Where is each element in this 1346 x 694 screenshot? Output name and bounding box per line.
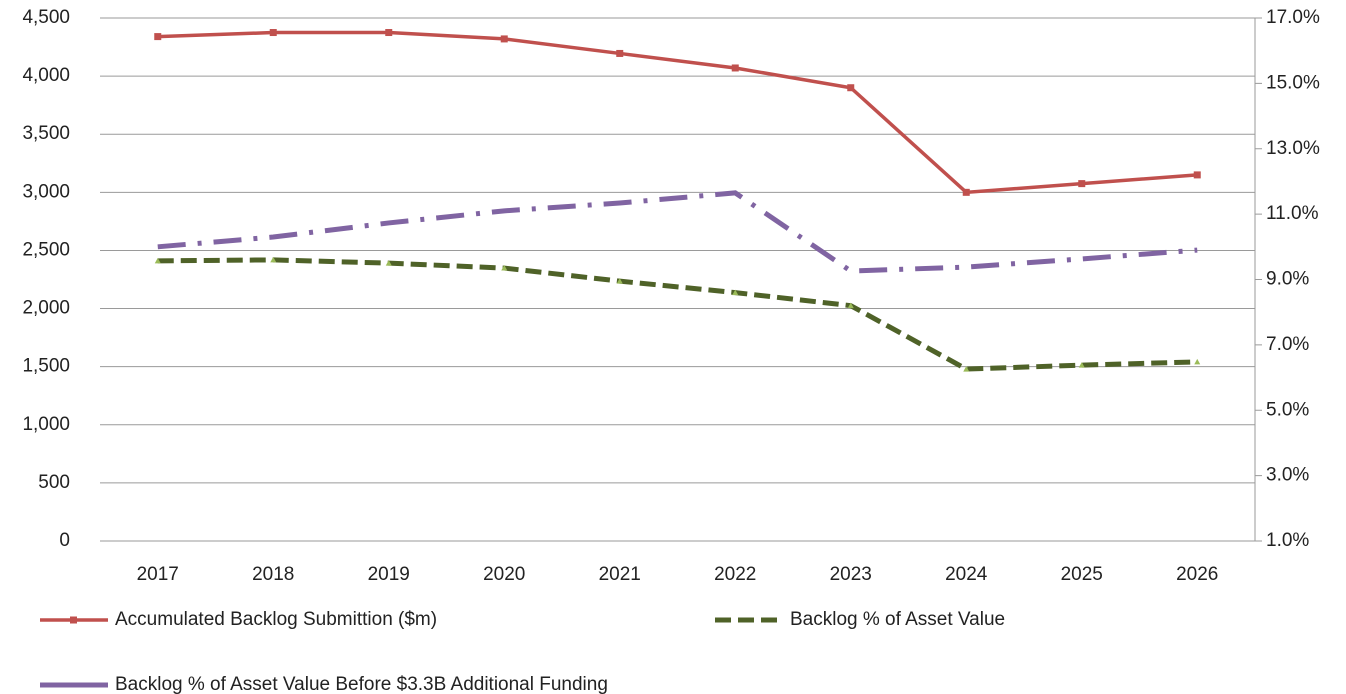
- legend-label: Backlog % of Asset Value Before $3.3B Ad…: [115, 674, 608, 694]
- point-marker: [732, 289, 739, 296]
- point-marker: [1193, 171, 1201, 179]
- point-marker: [1078, 362, 1085, 368]
- point-marker: [500, 35, 508, 43]
- point-marker: [1194, 358, 1201, 365]
- y-tick-label: 500: [38, 472, 70, 493]
- x-tick-label: 2017: [137, 564, 179, 585]
- y-tick-label: 1,500: [22, 356, 70, 377]
- point-marker: [385, 260, 392, 266]
- y-tick-label: 3,000: [22, 181, 70, 202]
- legend-label: Backlog % of Asset Value: [790, 609, 1005, 630]
- point-marker: [616, 278, 623, 284]
- point-marker: [154, 257, 161, 264]
- y2-tick-label: 5.0%: [1266, 399, 1309, 420]
- y-tick-label: 4,500: [22, 7, 70, 28]
- y-tick-label: 2,000: [22, 298, 70, 319]
- y2-tick-label: 7.0%: [1266, 334, 1309, 355]
- y2-tick-label: 1.0%: [1266, 530, 1309, 551]
- x-tick-label: 2018: [252, 564, 294, 585]
- y-tick-label: 4,000: [22, 65, 70, 86]
- point-marker: [501, 265, 508, 271]
- series-line: [157, 30, 1198, 195]
- point-marker: [847, 302, 854, 309]
- y-tick-label: 2,500: [22, 239, 70, 260]
- legend-marker: [70, 616, 77, 624]
- point-marker: [731, 64, 739, 72]
- y2-tick-label: 9.0%: [1266, 269, 1309, 290]
- legend-label: Accumulated Backlog Submittion ($m): [115, 609, 437, 630]
- x-tick-label: 2020: [483, 564, 525, 585]
- point-marker: [270, 256, 277, 263]
- y2-tick-label: 15.0%: [1266, 72, 1320, 93]
- y2-tick-label: 3.0%: [1266, 465, 1309, 486]
- x-tick-label: 2024: [945, 564, 988, 585]
- series-line: [157, 190, 1198, 274]
- x-tick-label: 2023: [830, 564, 872, 585]
- y-tick-label: 0: [59, 530, 70, 551]
- x-tick-label: 2026: [1176, 564, 1218, 585]
- x-tick-label: 2019: [368, 564, 410, 585]
- x-tick-label: 2022: [714, 564, 756, 585]
- x-tick-label: 2025: [1061, 564, 1103, 585]
- point-marker: [1078, 180, 1086, 188]
- series-line: [157, 257, 1198, 372]
- point-marker: [963, 366, 970, 372]
- y2-tick-label: 11.0%: [1266, 203, 1319, 224]
- x-tick-label: 2021: [599, 564, 641, 585]
- point-marker: [962, 188, 970, 196]
- y-tick-label: 1,000: [22, 414, 70, 435]
- point-marker: [847, 84, 855, 92]
- y-tick-label: 3,500: [22, 123, 70, 144]
- point-marker: [154, 33, 162, 41]
- point-marker: [616, 49, 624, 57]
- y2-tick-label: 17.0%: [1266, 7, 1320, 28]
- point-marker: [269, 29, 277, 37]
- y2-tick-label: 13.0%: [1266, 138, 1320, 159]
- point-marker: [385, 29, 393, 37]
